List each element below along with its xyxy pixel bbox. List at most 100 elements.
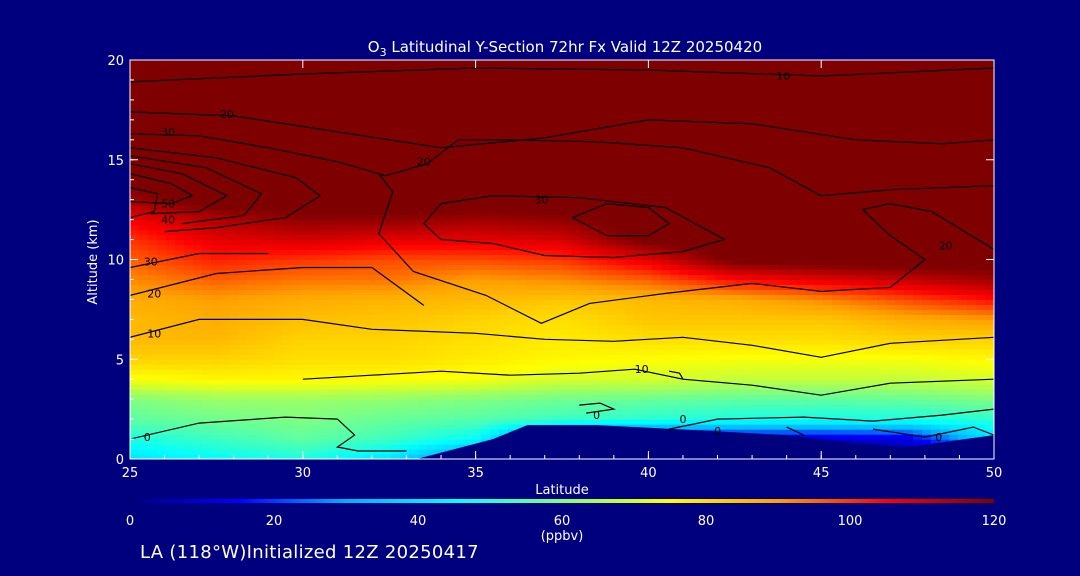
heatmap-cell — [346, 269, 356, 276]
heatmap-cell — [535, 259, 545, 266]
heatmap-cell — [274, 309, 284, 315]
heatmap-cell — [247, 229, 257, 236]
heatmap-cell — [139, 184, 149, 191]
heatmap-cell — [454, 109, 464, 116]
heatmap-cell — [166, 429, 176, 435]
heatmap-cell — [643, 79, 653, 86]
heatmap-cell — [517, 424, 527, 430]
heatmap-cell — [337, 309, 347, 315]
heatmap-cell — [211, 259, 221, 266]
heatmap-cell — [328, 274, 338, 281]
heatmap-cell — [499, 224, 509, 231]
heatmap-cell — [481, 364, 491, 370]
heatmap-cell — [634, 369, 644, 375]
heatmap-cell — [211, 79, 221, 86]
heatmap-cell — [373, 314, 383, 320]
heatmap-cell — [193, 169, 203, 176]
heatmap-cell — [580, 79, 590, 86]
heatmap-cell — [211, 219, 221, 226]
heatmap-cell — [409, 219, 419, 226]
heatmap-cell — [571, 304, 581, 310]
heatmap-cell — [274, 64, 284, 71]
heatmap-cell — [148, 374, 158, 380]
heatmap-cell — [418, 439, 428, 445]
heatmap-cell — [193, 359, 203, 365]
heatmap-cell — [598, 94, 608, 101]
heatmap-cell — [400, 379, 410, 385]
heatmap-cell — [148, 369, 158, 375]
heatmap-cell — [373, 334, 383, 340]
heatmap-cell — [373, 394, 383, 400]
heatmap-cell — [490, 364, 500, 370]
heatmap-cell — [382, 349, 392, 355]
heatmap-cell — [373, 69, 383, 76]
heatmap-cell — [679, 189, 689, 196]
heatmap-cell — [409, 104, 419, 111]
heatmap-cell — [256, 299, 266, 305]
heatmap-cell — [337, 279, 347, 286]
heatmap-cell — [580, 189, 590, 196]
heatmap-cell — [562, 404, 572, 410]
heatmap-cell — [364, 394, 374, 400]
heatmap-cell — [373, 149, 383, 156]
heatmap-cell — [598, 64, 608, 71]
heatmap-cell — [661, 284, 671, 291]
heatmap-cell — [400, 164, 410, 171]
heatmap-cell — [364, 354, 374, 360]
heatmap-cell — [283, 294, 293, 300]
heatmap-cell — [400, 224, 410, 231]
heatmap-cell — [193, 99, 203, 106]
heatmap-cell — [598, 109, 608, 116]
heatmap-cell — [463, 99, 473, 106]
heatmap-cell — [256, 184, 266, 191]
heatmap-cell — [346, 199, 356, 206]
heatmap-cell — [202, 424, 212, 430]
heatmap-cell — [445, 294, 455, 300]
heatmap-cell — [184, 199, 194, 206]
heatmap-cell — [481, 159, 491, 166]
heatmap-cell — [544, 69, 554, 76]
heatmap-cell — [652, 184, 662, 191]
heatmap-cell — [148, 119, 158, 126]
heatmap-cell — [166, 269, 176, 276]
heatmap-cell — [571, 344, 581, 350]
heatmap-cell — [256, 89, 266, 96]
heatmap-cell — [175, 274, 185, 281]
heatmap-cell — [652, 324, 662, 330]
heatmap-cell — [508, 194, 518, 201]
heatmap-cell — [238, 259, 248, 266]
heatmap-cell — [409, 109, 419, 116]
heatmap-cell — [283, 409, 293, 415]
heatmap-cell — [184, 224, 194, 231]
heatmap-cell — [490, 264, 500, 271]
heatmap-cell — [157, 384, 167, 390]
heatmap-cell — [148, 74, 158, 81]
heatmap-cell — [418, 379, 428, 385]
heatmap-cell — [274, 249, 284, 256]
heatmap-cell — [517, 299, 527, 305]
heatmap-cell — [643, 389, 653, 395]
heatmap-cell — [580, 319, 590, 325]
heatmap-cell — [670, 179, 680, 186]
heatmap-cell — [130, 119, 140, 126]
heatmap-cell — [652, 294, 662, 300]
heatmap-cell — [238, 74, 248, 81]
heatmap-cell — [346, 109, 356, 116]
heatmap-cell — [256, 114, 266, 121]
heatmap-cell — [535, 214, 545, 221]
heatmap-cell — [670, 304, 680, 310]
heatmap-cell — [391, 60, 401, 66]
heatmap-cell — [238, 374, 248, 380]
heatmap-cell — [607, 169, 617, 176]
heatmap-cell — [211, 349, 221, 355]
heatmap-cell — [616, 354, 626, 360]
heatmap-cell — [616, 234, 626, 241]
heatmap-cell — [454, 234, 464, 241]
heatmap-cell — [292, 289, 302, 296]
heatmap-cell — [157, 229, 167, 236]
heatmap-cell — [427, 74, 437, 81]
heatmap-cell — [490, 79, 500, 86]
heatmap-cell — [427, 179, 437, 186]
heatmap-cell — [499, 199, 509, 206]
heatmap-cell — [283, 379, 293, 385]
